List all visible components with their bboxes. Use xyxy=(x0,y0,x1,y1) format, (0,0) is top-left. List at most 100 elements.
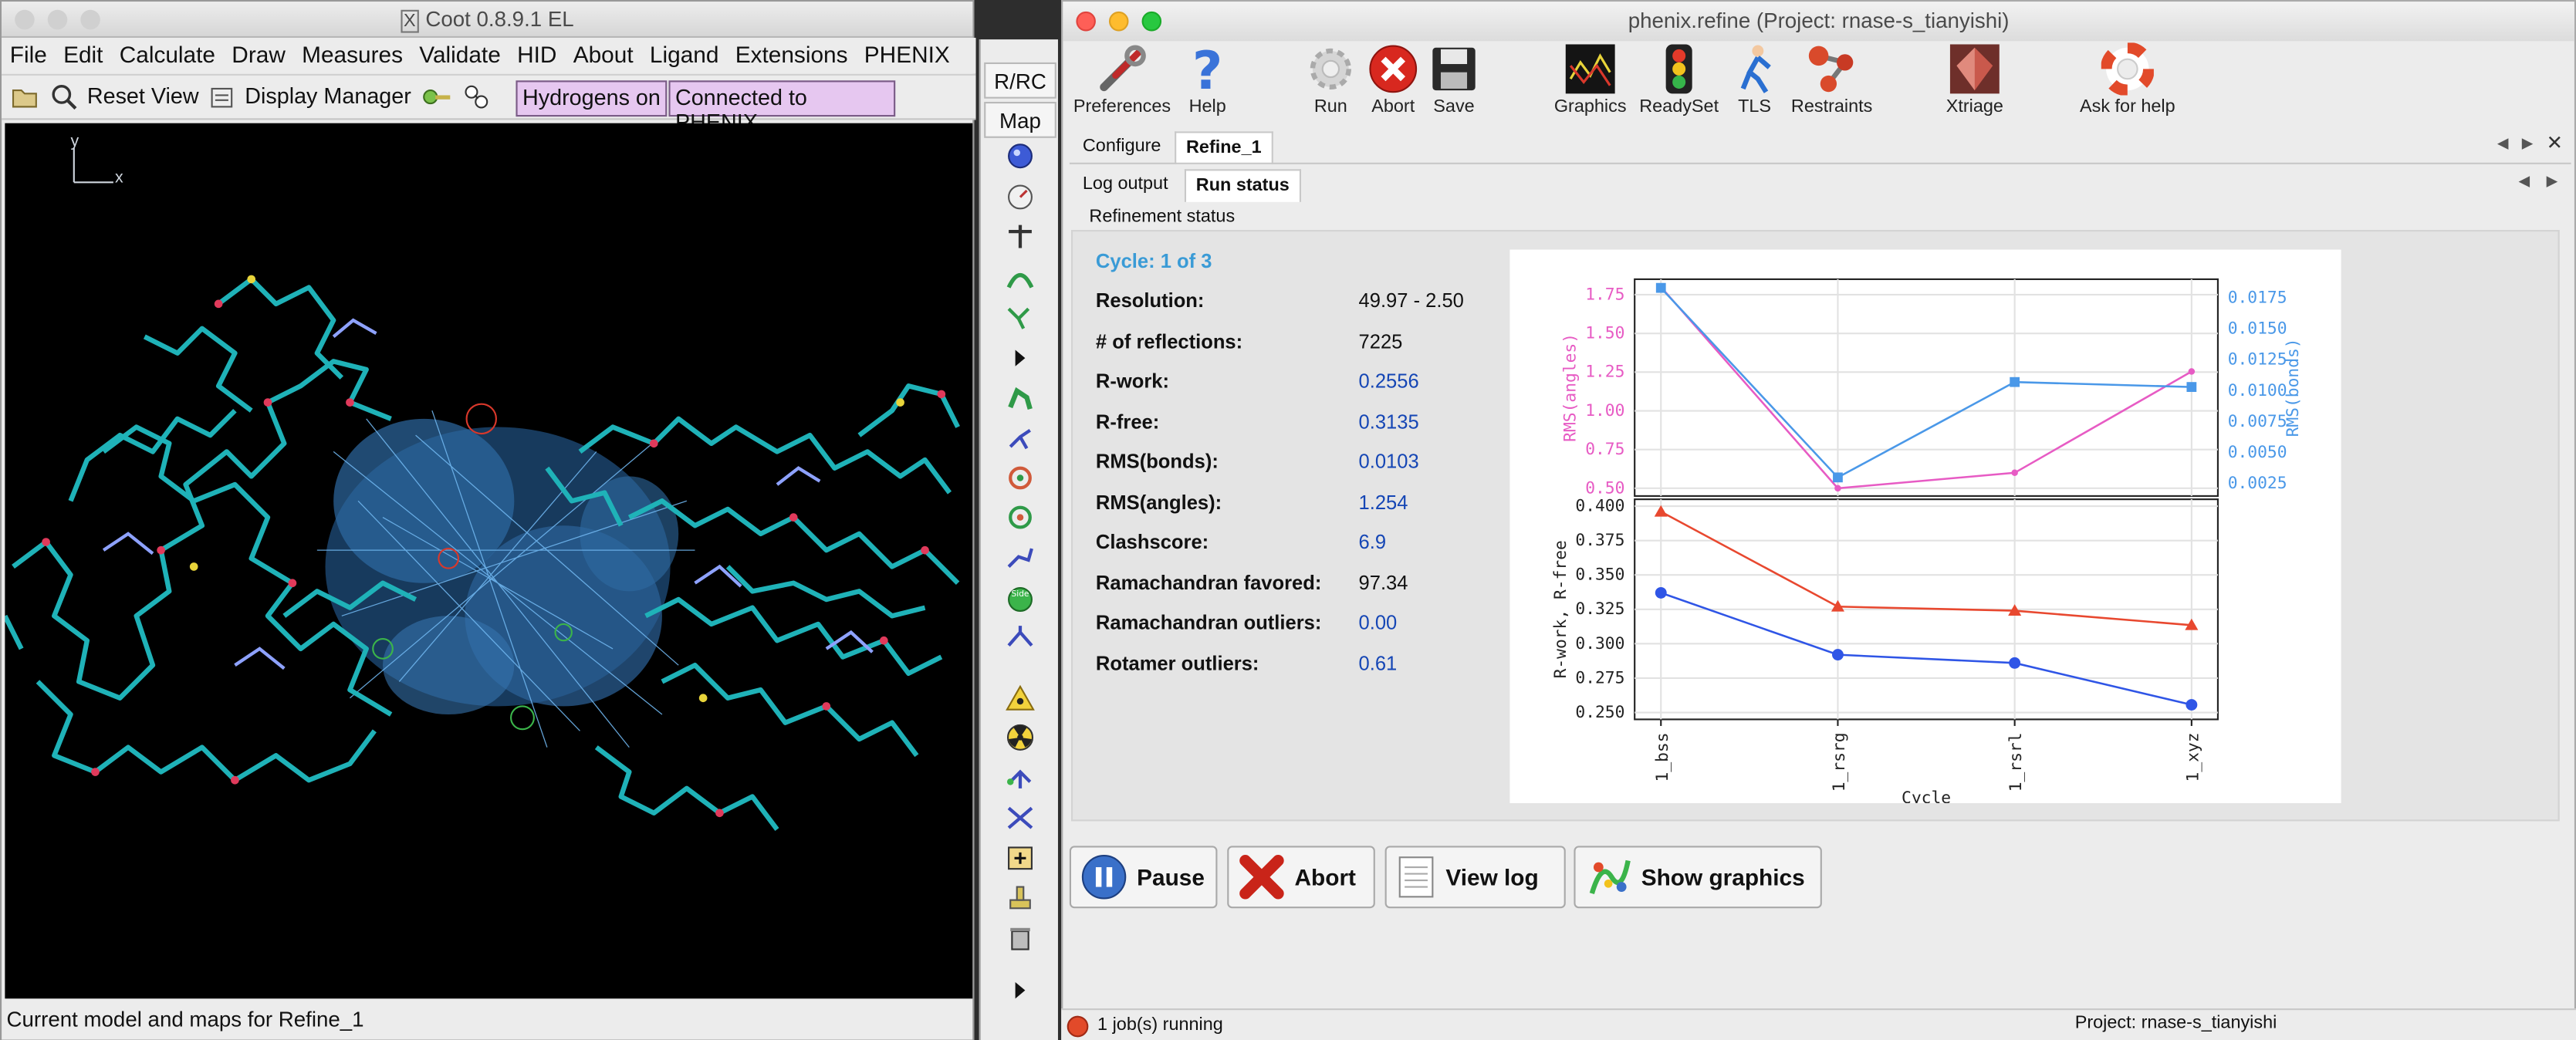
menu-edit[interactable]: Edit xyxy=(63,41,103,68)
auto-fit-rotamer-icon[interactable] xyxy=(1004,384,1037,414)
cycle-label: Cycle: 1 of 3 xyxy=(1095,249,1212,273)
restraints-button[interactable]: Restraints xyxy=(1786,41,1878,120)
menu-measures[interactable]: Measures xyxy=(302,41,403,68)
show-graphics-button[interactable]: Show graphics xyxy=(1574,846,1822,909)
minimize-button[interactable] xyxy=(47,9,68,30)
trash-icon[interactable] xyxy=(1004,923,1037,952)
close-button[interactable] xyxy=(1076,11,1096,32)
readyset-button[interactable]: ReadySet xyxy=(1638,41,1719,120)
abort-button[interactable]: Abort xyxy=(1227,846,1375,909)
coot-title: X Coot 0.8.9.1 EL xyxy=(2,7,972,33)
menu-validate[interactable]: Validate xyxy=(419,41,501,68)
graphics-icon xyxy=(1565,44,1615,94)
delete-radiation-icon[interactable] xyxy=(1004,723,1037,752)
data-point xyxy=(2008,604,2022,616)
menu-phenix[interactable]: PHENIX xyxy=(864,41,950,68)
data-point xyxy=(1831,599,1844,612)
coot-window: X Coot 0.8.9.1 EL File Edit Calculate Dra… xyxy=(0,0,976,1040)
add-residue-icon[interactable] xyxy=(1004,842,1037,872)
connected-to-phenix-button[interactable]: Connected to PHENIX xyxy=(668,80,896,135)
subtab-scroll-left-icon[interactable]: ◀ xyxy=(2518,172,2530,189)
tab-configure[interactable]: Configure xyxy=(1082,136,1161,157)
show-graphics-icon xyxy=(1589,859,1631,895)
more-tools-arrow-icon[interactable] xyxy=(1004,976,1037,1005)
x-tick-label: 1_bss xyxy=(1653,732,1672,782)
tab-run-status[interactable]: Run status xyxy=(1184,169,1301,202)
add-terminal-icon[interactable] xyxy=(1004,302,1037,332)
menu-hid[interactable]: HID xyxy=(517,41,557,68)
rigid-body-icon[interactable] xyxy=(1004,221,1037,251)
y-tick-label: 0.250 xyxy=(1575,703,1624,722)
expand-arrow-icon[interactable] xyxy=(1004,343,1037,373)
tab-scroll-right-icon[interactable]: ▶ xyxy=(2521,134,2534,151)
svg-text:Side: Side xyxy=(1012,589,1029,599)
display-manager-button[interactable]: Display Manager xyxy=(245,83,411,109)
place-atom-icon[interactable] xyxy=(1004,684,1037,713)
magnifier-icon xyxy=(52,85,77,110)
stat-label: RMS(bonds): xyxy=(1095,450,1219,474)
refine-zone-icon[interactable] xyxy=(1004,141,1037,171)
edit-chi-icon[interactable] xyxy=(1004,544,1037,573)
key-icon[interactable] xyxy=(422,86,451,109)
lifebuoy-icon xyxy=(2101,42,2154,96)
coot-toolbar: Reset View Display Manager Hydrogens on … xyxy=(2,73,976,135)
tab-log-output[interactable]: Log output xyxy=(1082,174,1168,194)
pause-button[interactable]: Pause xyxy=(1069,846,1218,909)
tab-scroll-left-icon[interactable]: ◀ xyxy=(2497,134,2509,151)
y-tick-label: 1.75 xyxy=(1585,285,1624,304)
graphics-button[interactable]: Graphics xyxy=(1553,41,1628,120)
menu-draw[interactable]: Draw xyxy=(232,41,286,68)
xtriage-button[interactable]: Xtriage xyxy=(1934,41,2016,120)
tls-button[interactable]: TLS xyxy=(1730,41,1780,120)
stat-value: 0.00 xyxy=(1358,610,1398,634)
flip-peptide-icon[interactable] xyxy=(1004,463,1037,492)
jobs-running-text: 1 job(s) running xyxy=(1097,1015,1223,1035)
stat-label: Ramachandran outliers: xyxy=(1095,610,1322,634)
menu-calculate[interactable]: Calculate xyxy=(119,41,216,68)
regularize-icon[interactable] xyxy=(1004,182,1037,211)
zoom-button[interactable] xyxy=(80,9,100,30)
tab-close-icon[interactable]: ✕ xyxy=(2546,131,2564,155)
subtab-scroll-right-icon[interactable]: ▶ xyxy=(2546,172,2558,189)
menu-ligand[interactable]: Ligand xyxy=(649,41,719,68)
hydrogens-toggle[interactable]: Hydrogens on xyxy=(516,80,668,117)
phenix-titlebar: phenix.refine (Project: rnase-s_tianyish… xyxy=(1063,2,2574,42)
torsion-general-icon[interactable] xyxy=(1004,623,1037,652)
view-log-button[interactable]: View log xyxy=(1384,846,1566,909)
open-folder-icon[interactable] xyxy=(12,86,38,109)
axis-y-label: y xyxy=(70,133,79,151)
minimize-button[interactable] xyxy=(1108,11,1129,32)
data-point xyxy=(2010,376,2020,387)
merge-molecules-icon[interactable] xyxy=(1004,803,1037,832)
abort-toolbar-button[interactable]: Abort xyxy=(1364,41,1423,120)
tab-refine-1[interactable]: Refine_1 xyxy=(1175,131,1273,164)
close-button[interactable] xyxy=(15,9,35,30)
stat-value: 1.254 xyxy=(1358,490,1408,514)
reset-view-button[interactable]: Reset View xyxy=(86,83,199,109)
menu-file[interactable]: File xyxy=(9,41,47,68)
ask-for-help-button[interactable]: Ask for help xyxy=(2068,41,2186,120)
menu-about[interactable]: About xyxy=(573,41,634,68)
zoom-button[interactable] xyxy=(1141,11,1162,32)
rotamer-icon[interactable] xyxy=(1004,424,1037,453)
stat-label: Ramachandran favored: xyxy=(1095,570,1322,594)
y-right-tick-label: 0.0175 xyxy=(2228,288,2287,307)
undo-stamp-icon[interactable] xyxy=(1004,882,1037,911)
rrc-button[interactable]: R/RC xyxy=(984,62,1056,99)
add-water-icon[interactable] xyxy=(1004,762,1037,792)
map-button[interactable]: Map xyxy=(984,101,1056,138)
help-button[interactable]: ? Help xyxy=(1178,41,1237,120)
mutate-side-icon[interactable]: Side xyxy=(1004,583,1037,613)
running-indicator-icon xyxy=(1067,1015,1089,1038)
side-chain-180-icon[interactable] xyxy=(1004,502,1037,532)
molecule-viewer[interactable]: y x xyxy=(5,123,973,999)
abort-button-label: Abort xyxy=(1294,863,1356,890)
fit-loop-icon[interactable] xyxy=(1004,263,1037,292)
save-button[interactable]: Save xyxy=(1426,41,1482,120)
preferences-label: Preferences xyxy=(1073,96,1171,117)
atom-label-icon[interactable] xyxy=(461,82,491,111)
preferences-button[interactable]: Preferences xyxy=(1070,41,1175,120)
axis-x-label: x xyxy=(115,169,123,187)
menu-extensions[interactable]: Extensions xyxy=(735,41,848,68)
run-button[interactable]: Run xyxy=(1301,41,1361,120)
